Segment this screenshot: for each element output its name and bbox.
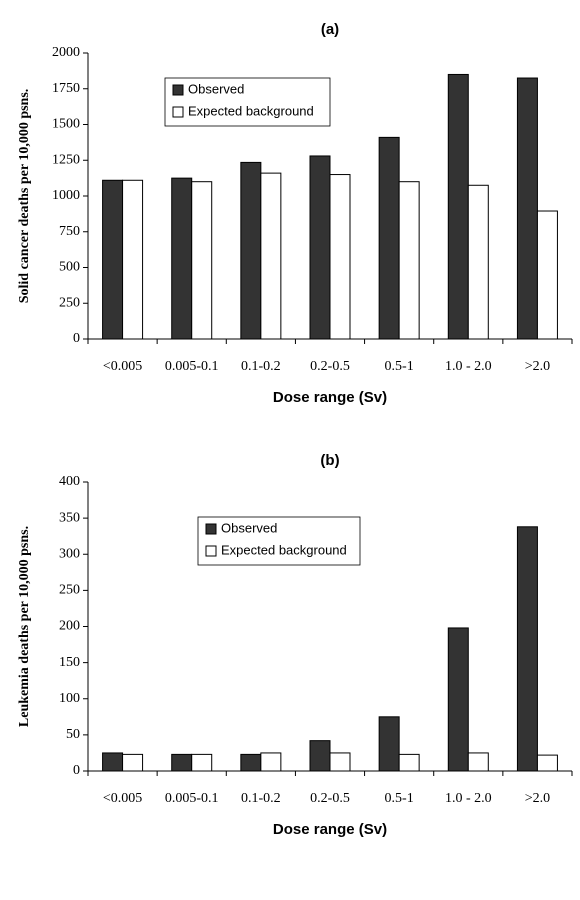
- x-tick-label: >2.0: [525, 791, 550, 806]
- legend-label: Observed: [188, 81, 244, 96]
- y-tick-label: 200: [59, 619, 80, 634]
- bar: [191, 753, 213, 772]
- bar: [309, 740, 331, 772]
- x-tick-label: 0.1-0.2: [241, 359, 281, 374]
- bar: [398, 181, 420, 340]
- x-tick-label: 0.5-1: [385, 359, 414, 374]
- y-tick-label: 1250: [52, 152, 80, 167]
- y-tick-label: 350: [59, 510, 80, 525]
- y-tick-label: 150: [59, 655, 80, 670]
- bar: [516, 526, 538, 772]
- x-tick-label: <0.005: [103, 359, 142, 374]
- y-tick-label: 250: [59, 583, 80, 598]
- y-tick-label: 1000: [52, 188, 80, 203]
- x-axis-title: Dose range (Sv): [273, 821, 387, 838]
- bar: [398, 753, 420, 772]
- legend-box: [197, 516, 361, 566]
- bar: [536, 754, 558, 772]
- legend-swatch: [205, 523, 217, 535]
- x-axis-title: Dose range (Sv): [273, 389, 387, 406]
- bar: [467, 752, 489, 772]
- bar: [378, 136, 400, 340]
- bar: [102, 179, 124, 340]
- bar: [467, 184, 489, 340]
- x-tick-label: 1.0 - 2.0: [445, 359, 492, 374]
- bar: [447, 73, 469, 340]
- y-tick-label: 0: [73, 331, 80, 346]
- bar: [191, 181, 213, 340]
- y-tick-label: 400: [59, 474, 80, 489]
- bar: [102, 752, 124, 772]
- bar: [240, 161, 262, 340]
- bar: [260, 752, 282, 772]
- legend-label: Observed: [221, 520, 277, 535]
- legend-swatch: [172, 84, 184, 96]
- bar: [240, 753, 262, 772]
- bar: [447, 627, 469, 772]
- x-tick-label: 0.005-0.1: [165, 791, 219, 806]
- legend-swatch: [205, 545, 217, 557]
- chart-title: (a): [321, 21, 339, 38]
- y-tick-label: 250: [59, 295, 80, 310]
- legend-swatch: [172, 106, 184, 118]
- y-axis-title: Solid cancer deaths per 10,000 psns.: [17, 89, 32, 304]
- x-tick-label: 0.2-0.5: [310, 791, 350, 806]
- y-axis-title: Leukemia deaths per 10,000 psns.: [17, 526, 32, 727]
- x-tick-label: 0.5-1: [385, 791, 414, 806]
- legend-label: Expected background: [188, 103, 314, 118]
- x-tick-label: >2.0: [525, 359, 550, 374]
- bar: [516, 77, 538, 340]
- x-tick-label: 1.0 - 2.0: [445, 791, 492, 806]
- bar: [536, 210, 558, 340]
- legend-box: [164, 77, 331, 127]
- y-tick-label: 1750: [52, 81, 80, 96]
- y-tick-label: 1500: [52, 117, 80, 132]
- y-tick-label: 300: [59, 546, 80, 561]
- bar: [171, 753, 193, 772]
- x-tick-label: <0.005: [103, 791, 142, 806]
- y-tick-label: 500: [59, 260, 80, 275]
- y-tick-label: 50: [66, 727, 80, 742]
- bar: [122, 179, 144, 340]
- legend-label: Expected background: [221, 542, 347, 557]
- bar: [171, 177, 193, 340]
- bar: [309, 155, 331, 340]
- y-tick-label: 2000: [52, 45, 80, 60]
- chart-title: (b): [320, 452, 339, 469]
- bar: [260, 172, 282, 340]
- x-tick-label: 0.005-0.1: [165, 359, 219, 374]
- bar: [329, 174, 351, 340]
- y-tick-label: 100: [59, 691, 80, 706]
- bar: [122, 753, 144, 772]
- y-tick-label: 0: [73, 763, 80, 778]
- y-tick-label: 750: [59, 224, 80, 239]
- x-tick-label: 0.2-0.5: [310, 359, 350, 374]
- bar: [329, 752, 351, 772]
- x-tick-label: 0.1-0.2: [241, 791, 281, 806]
- bar: [378, 716, 400, 772]
